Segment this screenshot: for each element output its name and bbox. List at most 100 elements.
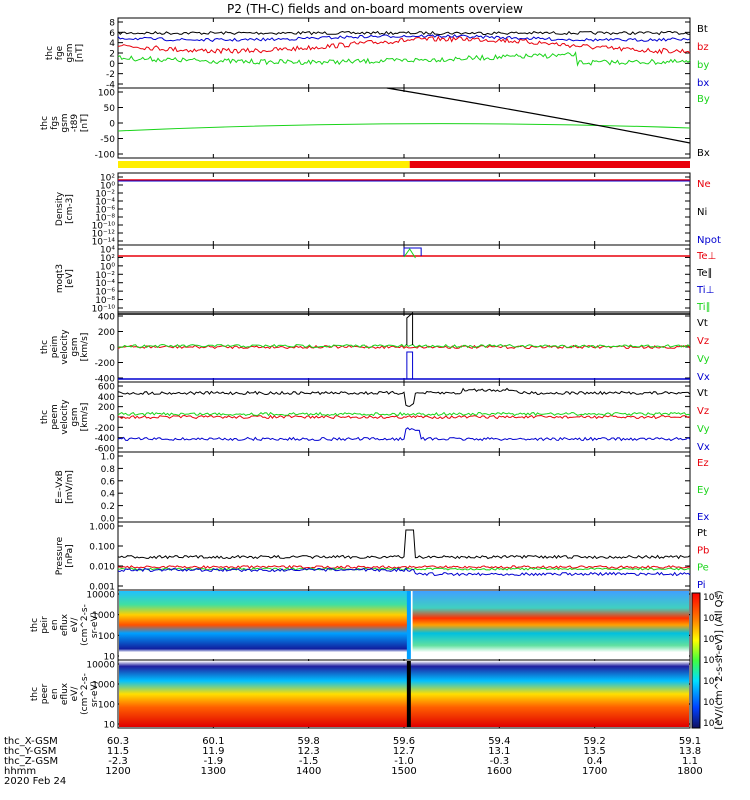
series-vx-peem (117, 427, 691, 442)
y-tick-label: 0 (109, 414, 115, 424)
x-tick-label: -2.3 (108, 756, 128, 767)
y-tick-label: 1.0 (101, 453, 116, 463)
y-tick-label: 10⁻⁸ (95, 214, 115, 224)
y-tick-label: 10⁻¹² (92, 230, 116, 240)
legend-entry: Ti∥ (696, 302, 711, 313)
y-axis-label: peim (50, 336, 60, 359)
electron-spectrogram-gap (406, 661, 411, 727)
series-vt-peem (117, 387, 691, 407)
x-tick-label: 11.9 (202, 746, 224, 757)
y-axis-label: (cm^2-s- (80, 673, 90, 715)
y-tick-label: 10⁻⁸ (95, 296, 115, 306)
y-axis-label: peir (40, 616, 50, 634)
x-tick-label: -0.3 (490, 756, 510, 767)
legend-entry: Vx (697, 442, 710, 453)
y-axis-label: eflux (60, 613, 70, 636)
y-axis-label: sr-eV) (90, 681, 100, 707)
y-tick-label: -50 (100, 135, 115, 145)
y-axis-label: eflux (60, 682, 70, 705)
y-axis-label: gsm (60, 113, 70, 132)
y-tick-label: 10⁻⁴ (95, 279, 115, 289)
series-ti-par (403, 248, 416, 259)
y-tick-label: 1000 (92, 681, 115, 691)
x-tick-label: 1300 (201, 766, 226, 777)
colorbar-tick-label: 10⁴ (703, 677, 718, 687)
x-tick-label: 59.2 (584, 736, 606, 747)
y-tick-label: -400 (95, 375, 116, 385)
y-tick-label: 0 (109, 344, 115, 354)
y-tick-label: 100 (98, 701, 115, 711)
y-axis-label: thc (40, 410, 50, 424)
y-axis-label: gsm (65, 43, 75, 62)
ion-spectrogram-gap (406, 591, 411, 659)
x-tick-label: 1600 (487, 766, 512, 777)
y-tick-label: 600 (98, 383, 115, 393)
x-tick-label: 1.1 (682, 756, 698, 767)
y-axis-label: -t89 (70, 114, 80, 133)
x-tick-label: 11.5 (107, 746, 129, 757)
x-tick-label: 1700 (582, 766, 607, 777)
x-tick-label: 59.1 (679, 736, 701, 747)
y-axis-label: [nT] (75, 44, 85, 62)
series-pi (117, 567, 691, 577)
y-axis-label: Density (55, 191, 65, 226)
colorbar-tick-label: 10⁶ (703, 635, 718, 645)
y-tick-label: 0 (109, 120, 115, 130)
series-by (117, 51, 691, 67)
y-axis-label: Pressure (55, 536, 65, 575)
y-axis-label: (cm^2-s- (80, 604, 90, 646)
panel-frame (117, 451, 691, 523)
x-tick-label: 1800 (677, 766, 702, 777)
y-tick-label: 0.2 (101, 502, 115, 512)
mode-bar-fast (409, 161, 690, 168)
legend-entry: Vz (697, 336, 709, 347)
ion-spectrogram-left (119, 591, 410, 659)
y-tick-label: 10 (104, 653, 116, 663)
series-pb (117, 565, 690, 570)
y-tick-label: 100 (98, 89, 115, 99)
series-vy-peem (117, 411, 691, 417)
series-ti-perp (403, 247, 422, 256)
y-axis-label: thc (40, 116, 50, 130)
electron-spectrogram (119, 661, 689, 727)
y-tick-label: 0.001 (89, 583, 115, 593)
x-row-label: thc_Y-GSM (4, 746, 56, 757)
y-tick-label: -600 (95, 445, 116, 455)
legend-entry: By (697, 94, 710, 105)
y-tick-label: 0.6 (101, 477, 116, 487)
x-tick-label: 12.7 (393, 746, 415, 757)
legend-entry: Pe (697, 563, 709, 574)
series-vz-peem (117, 414, 691, 420)
x-tick-label: -1.9 (204, 756, 224, 767)
x-tick-label: 12.3 (298, 746, 320, 757)
x-tick-label: 1500 (391, 766, 416, 777)
y-axis-label: peer (40, 683, 50, 704)
x-tick-label: 0.4 (587, 756, 603, 767)
x-tick-label: 60.1 (202, 736, 224, 747)
x-row-label: thc_X-GSM (4, 736, 58, 747)
series-bt (117, 30, 691, 36)
legend-entry: Ne (697, 179, 711, 190)
y-tick-label: 10000 (86, 661, 115, 671)
x-tick-label: -1.5 (299, 756, 319, 767)
y-axis-label: thc (40, 340, 50, 354)
y-tick-label: 10⁻² (95, 271, 115, 281)
panel-frame (117, 172, 691, 246)
y-tick-label: 2 (109, 50, 115, 60)
y-axis-label: thc (45, 46, 55, 60)
y-tick-label: -200 (95, 359, 116, 369)
x-tick-label: 13.8 (679, 746, 701, 757)
legend-entry: Npot (697, 235, 721, 246)
y-tick-label: -4 (106, 81, 115, 91)
legend-entry: Pb (697, 545, 709, 556)
legend-entry: by (697, 60, 709, 71)
legend-entry: Ti⊥ (696, 285, 714, 296)
figure-title: P2 (TH-C) fields and on-board moments ov… (227, 2, 523, 16)
legend-entry: Pi (697, 580, 706, 591)
y-tick-label: 0.4 (101, 490, 116, 500)
y-tick-label: 10⁻⁴ (95, 198, 115, 208)
colorbar-tick-label: 10² (703, 719, 718, 729)
y-tick-label: 10² (100, 254, 115, 264)
legend-entry: Vt (697, 388, 708, 399)
legend-entry: Pt (697, 528, 707, 539)
